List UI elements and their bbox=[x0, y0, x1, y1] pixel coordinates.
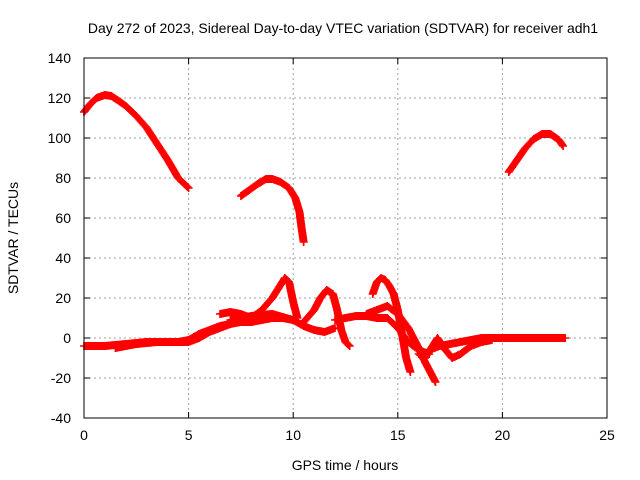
series-arc-high-3 bbox=[504, 130, 568, 176]
series-track-peak-2 bbox=[299, 286, 354, 350]
series-track-mid-1 bbox=[226, 310, 339, 336]
data-points bbox=[80, 91, 570, 386]
x-tick-label: 0 bbox=[80, 427, 88, 443]
series-track-lower bbox=[111, 320, 235, 352]
y-tick-label: 140 bbox=[48, 50, 72, 66]
y-tick-label: 0 bbox=[63, 330, 71, 346]
plot-frame bbox=[83, 57, 608, 419]
y-tick-label: 100 bbox=[48, 130, 72, 146]
x-tick-label: 5 bbox=[185, 427, 193, 443]
y-tick-label: -40 bbox=[51, 410, 71, 426]
y-axis-label: SDTVAR / TECUs bbox=[5, 182, 21, 294]
series-arc-high-2 bbox=[236, 175, 308, 246]
x-tick-label: 20 bbox=[495, 427, 511, 443]
axes: 0 5 10 15 20 25 -40 -20 0 20 40 60 80 100 120 140 bbox=[48, 50, 615, 443]
data-markers bbox=[111, 320, 235, 352]
y-tick-label: 120 bbox=[48, 90, 72, 106]
y-tick-label: 20 bbox=[55, 290, 71, 306]
y-tick-label: 80 bbox=[55, 170, 71, 186]
data-markers bbox=[425, 334, 570, 354]
y-tick-label: 40 bbox=[55, 250, 71, 266]
x-tick-label: 10 bbox=[285, 427, 301, 443]
x-tick-label: 25 bbox=[599, 427, 615, 443]
y-tick-label: 60 bbox=[55, 210, 71, 226]
y-tick-label: -20 bbox=[51, 370, 71, 386]
x-axis-label: GPS time / hours bbox=[292, 457, 399, 473]
chart-title: Day 272 of 2023, Sidereal Day-to-day VTE… bbox=[88, 20, 598, 36]
data-markers bbox=[236, 175, 308, 246]
data-markers bbox=[226, 310, 339, 336]
data-markers bbox=[299, 286, 354, 350]
data-markers bbox=[504, 130, 568, 176]
series-track-recovery bbox=[425, 334, 570, 354]
x-tick-label: 15 bbox=[390, 427, 406, 443]
